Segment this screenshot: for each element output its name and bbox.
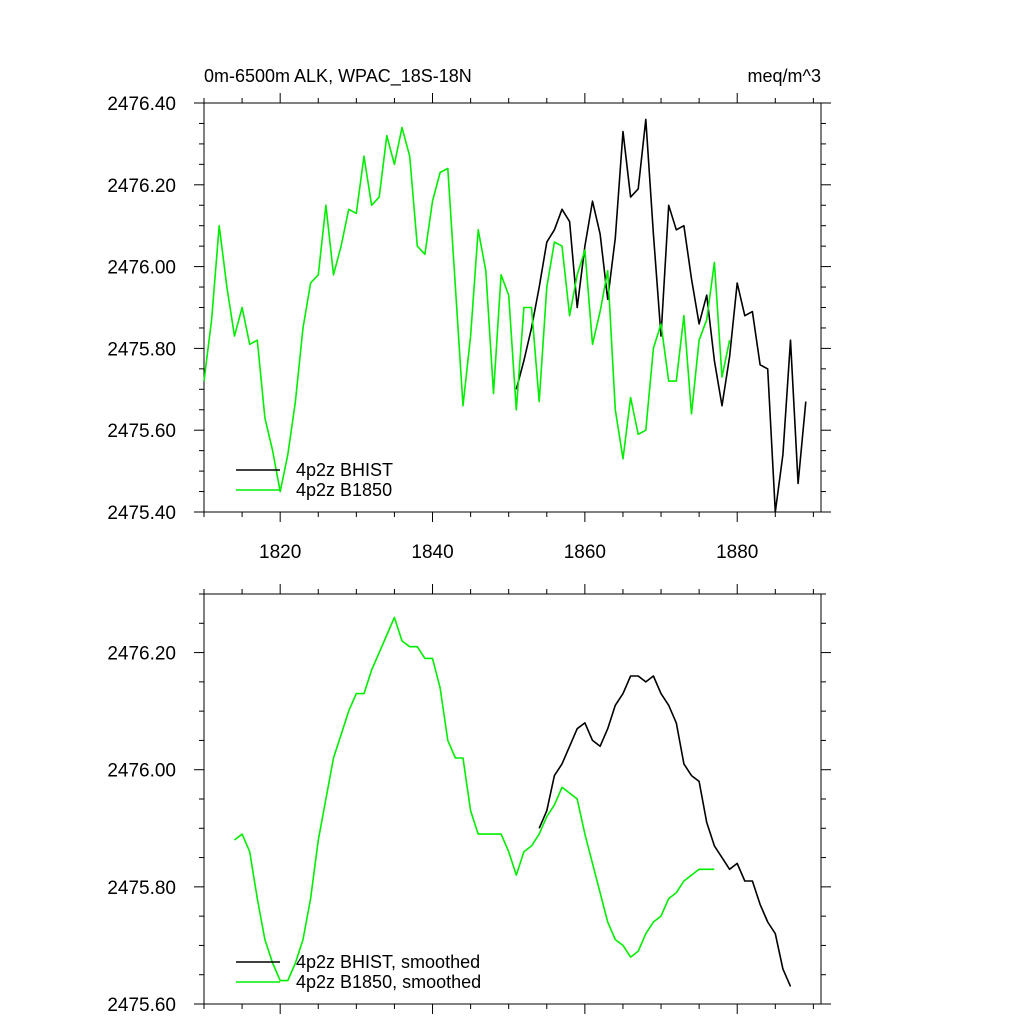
x-tick-label: 1820 [259, 542, 301, 563]
y-tick-label: 2476.40 [107, 94, 176, 115]
series-line [234, 616, 715, 982]
panel-top: 0m-6500m ALK, WPAC_18S-18N meq/m^3 1820 1… [107, 66, 831, 563]
y-tick-label: 2475.40 [107, 503, 176, 524]
legend-label: 4p2z B1850, smoothed [296, 972, 481, 992]
x-tick-label: 1880 [716, 542, 758, 563]
plot-frame [203, 102, 822, 513]
y-tick-label: 2475.80 [107, 878, 176, 899]
units-label: meq/m^3 [748, 66, 821, 86]
y-tick-label: 2476.00 [107, 258, 176, 279]
series-line [203, 126, 731, 493]
series-line [538, 675, 792, 987]
y-tick-label: 2475.80 [107, 339, 176, 360]
panel-title: 0m-6500m ALK, WPAC_18S-18N [204, 66, 472, 87]
y-tick-label: 2475.60 [107, 995, 176, 1016]
y-tick-label: 2475.60 [107, 421, 176, 442]
plot-frame [203, 593, 822, 1005]
legend-label: 4p2z B1850 [296, 480, 392, 500]
x-tick-label: 1860 [564, 542, 606, 563]
legend-label: 4p2z BHIST, smoothed [296, 952, 480, 972]
x-tick-label: 1840 [411, 542, 453, 563]
y-tick-label: 2476.20 [107, 644, 176, 665]
legend-label: 4p2z BHIST [296, 460, 393, 480]
series-line [515, 118, 807, 513]
y-tick-label: 2476.20 [107, 176, 176, 197]
y-tick-label: 2476.00 [107, 761, 176, 782]
panel-bottom: 2475.60 2475.80 2476.00 2476.20 4p2z BHIST, … [107, 584, 831, 1016]
